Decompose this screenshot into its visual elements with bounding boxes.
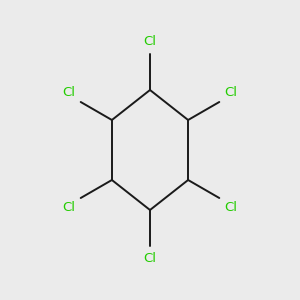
Text: Cl: Cl [224,201,238,214]
Text: Cl: Cl [143,35,157,48]
Text: Cl: Cl [143,252,157,265]
Text: Cl: Cl [62,86,76,99]
Text: Cl: Cl [62,201,76,214]
Text: Cl: Cl [224,86,238,99]
